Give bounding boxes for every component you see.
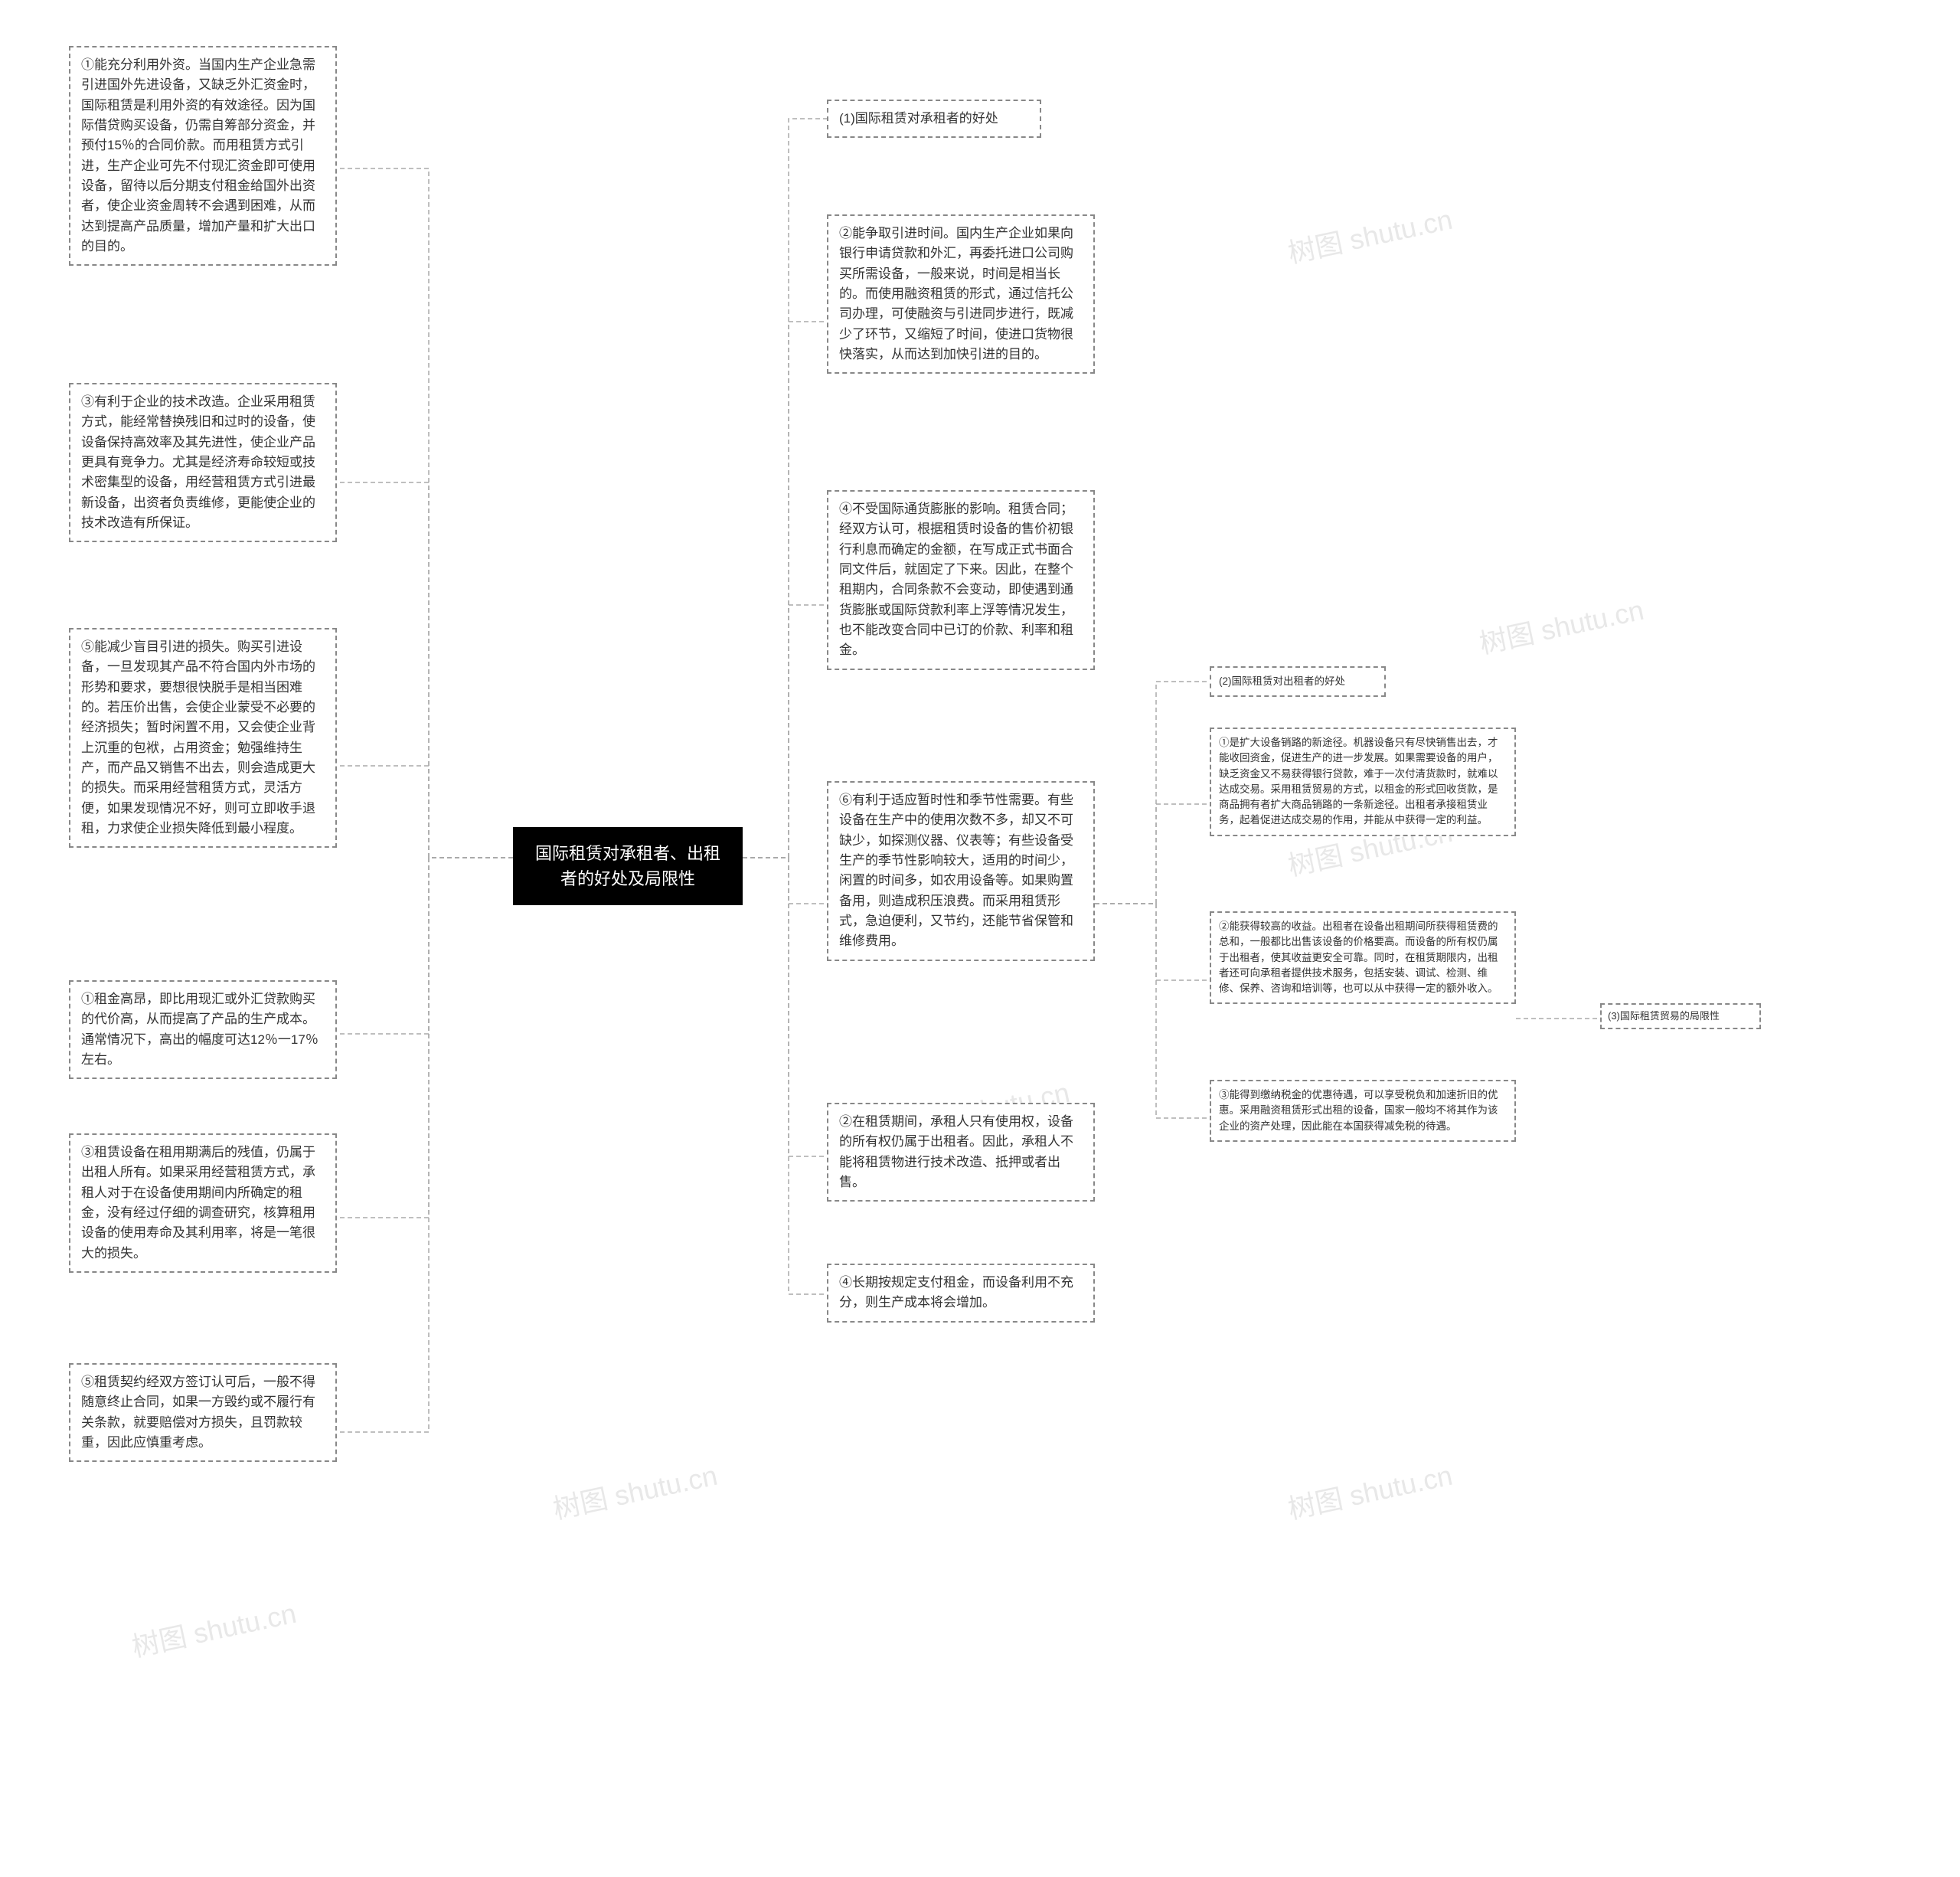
farright-node-1: (3)国际租赁贸易的局限性	[1600, 1003, 1761, 1029]
watermark: 树图 shutu.cn	[128, 1591, 299, 1665]
watermark: 树图 shutu.cn	[1284, 1454, 1455, 1527]
subright-node-3: ②能获得较高的收益。出租者在设备出租期间所获得租赁费的总和，一般都比出售该设备的…	[1210, 911, 1516, 1004]
left-node-1: ①能充分利用外资。当国内生产企业急需引进国外先进设备，又缺乏外汇资金时，国际租赁…	[69, 46, 337, 266]
watermark: 树图 shutu.cn	[549, 1454, 720, 1527]
subright-node-2: ①是扩大设备销路的新途径。机器设备只有尽快销售出去，才能收回资金，促进生产的进一…	[1210, 728, 1516, 836]
left-node-2: ③有利于企业的技术改造。企业采用租赁方式，能经常替换残旧和过时的设备，使设备保持…	[69, 383, 337, 542]
right-node-6: ④长期按规定支付租金，而设备利用不充分，则生产成本将会增加。	[827, 1264, 1095, 1323]
right-node-5: ②在租赁期间，承租人只有使用权，设备的所有权仍属于出租者。因此，承租人不能将租赁…	[827, 1103, 1095, 1202]
right-node-4: ⑥有利于适应暂时性和季节性需要。有些设备在生产中的使用次数不多，却又不可缺少，如…	[827, 781, 1095, 961]
subright-node-4: ③能得到缴纳税金的优惠待遇，可以享受税负和加速折旧的优惠。采用融资租赁形式出租的…	[1210, 1080, 1516, 1142]
center-topic: 国际租赁对承租者、出租者的好处及局限性	[513, 827, 743, 905]
right-node-3: ④不受国际通货膨胀的影响。租赁合同；经双方认可，根据租赁时设备的售价初银行利息而…	[827, 490, 1095, 670]
watermark: 树图 shutu.cn	[1284, 198, 1455, 271]
right-node-1: (1)国际租赁对承租者的好处	[827, 100, 1041, 138]
watermark: 树图 shutu.cn	[1475, 588, 1647, 662]
left-node-3: ⑤能减少盲目引进的损失。购买引进设备，一旦发现其产品不符合国内外市场的形势和要求…	[69, 628, 337, 848]
left-node-4: ①租金高昂，即比用现汇或外汇贷款购买的代价高，从而提高了产品的生产成本。通常情况…	[69, 980, 337, 1079]
subright-node-1: (2)国际租赁对出租者的好处	[1210, 666, 1386, 697]
left-node-6: ⑤租赁契约经双方签订认可后，一般不得随意终止合同，如果一方毁约或不履行有关条款，…	[69, 1363, 337, 1462]
right-node-2: ②能争取引进时间。国内生产企业如果向银行申请贷款和外汇，再委托进口公司购买所需设…	[827, 214, 1095, 374]
left-node-5: ③租赁设备在租用期满后的残值，仍属于出租人所有。如果采用经营租赁方式，承租人对于…	[69, 1133, 337, 1273]
